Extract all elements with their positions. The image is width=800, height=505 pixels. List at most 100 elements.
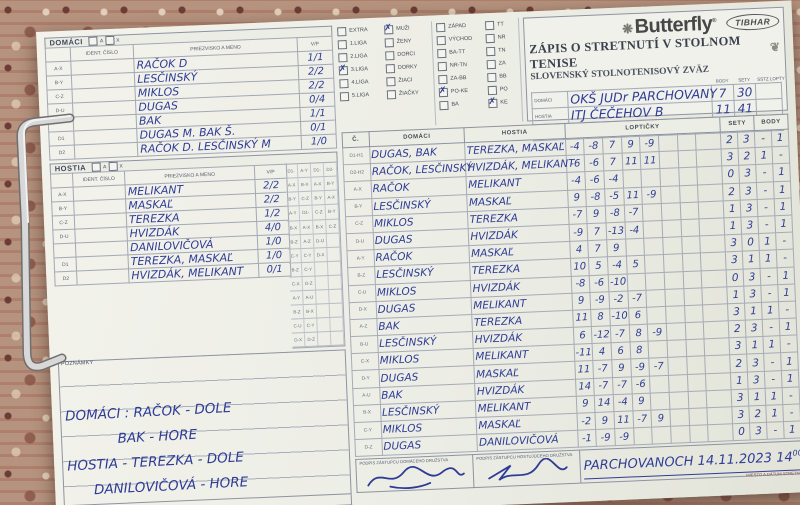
- order-code: C-U: [291, 319, 305, 333]
- set5-score: [642, 203, 662, 222]
- set2-score: -6: [585, 171, 605, 190]
- order-code: A-Z: [300, 234, 315, 248]
- sets-away: 2: [749, 405, 767, 424]
- spare-cell: [706, 389, 733, 408]
- set3-score: 6: [610, 342, 631, 361]
- points-home: -: [756, 181, 775, 200]
- order-code: [317, 332, 332, 346]
- order-code: B-Y: [324, 176, 338, 191]
- set5-score: [644, 254, 665, 273]
- order-code: [327, 261, 342, 275]
- set6-score: [659, 150, 679, 169]
- home-captain-signature: [367, 466, 465, 490]
- order-code: C-X: [289, 276, 304, 291]
- sets-away: 3: [743, 267, 761, 286]
- set4-score: 9: [631, 392, 652, 411]
- away-player-winloss: 1/0: [257, 234, 290, 250]
- notes-area: POZNÁMKY DOMÁCI : RAČOK - DOLE BAK - HOR…: [57, 349, 352, 505]
- district-checkbox-row: BB: [487, 70, 517, 83]
- district-checkbox-row: ✗ KE: [488, 96, 518, 109]
- set3-score: -4: [613, 393, 633, 412]
- order-code: [328, 275, 343, 289]
- set1-score: 10: [570, 257, 590, 276]
- check-mark: ✗: [383, 22, 392, 33]
- set7-score: [682, 253, 702, 272]
- region-label: BA: [451, 101, 459, 108]
- order-code: A-Y: [290, 291, 304, 305]
- set2-score: -8: [583, 136, 604, 155]
- set4-score: -7: [623, 204, 644, 223]
- set6-score: [663, 253, 683, 272]
- district-label: ZA: [498, 60, 506, 67]
- home-letter-a-checkbox: [88, 36, 99, 46]
- sets-home: 2: [728, 320, 747, 339]
- points-away: 1: [779, 318, 797, 336]
- home-player-code: B-Y: [46, 75, 72, 91]
- region-checkbox-row: NR-TN: [437, 58, 484, 72]
- set7-score: [687, 373, 707, 392]
- points-away: -: [775, 232, 794, 251]
- spare-cell: [700, 252, 727, 271]
- home-player-winloss: 0/1: [300, 120, 337, 136]
- set4-score: 5: [626, 255, 646, 274]
- order-code: C-Y: [301, 262, 316, 276]
- set2-score: -8: [585, 188, 606, 207]
- set3-score: 9: [611, 359, 632, 378]
- match-code: C-U: [348, 284, 376, 303]
- points-home: 1: [765, 404, 784, 423]
- sets-home: 1: [730, 371, 749, 390]
- sets-home: 0: [726, 268, 744, 287]
- sets-away: 3: [741, 216, 759, 235]
- sets-away: 3: [745, 319, 764, 338]
- region-checkbox-row: VÝCHOD: [436, 32, 482, 46]
- sets-away: 3: [739, 182, 758, 200]
- butterfly-logo-text: Butterfly: [634, 12, 713, 38]
- spare-cell: [704, 338, 730, 357]
- spare-cell: [702, 286, 728, 305]
- set3-score: 11: [613, 410, 634, 429]
- district-checkbox: [487, 85, 498, 95]
- points-home: -: [760, 267, 778, 286]
- points-home: -: [754, 129, 773, 148]
- region-label: ZÁPAD: [448, 23, 467, 30]
- spare-cell: [699, 217, 725, 237]
- away-player-winloss: 0/1: [258, 262, 291, 278]
- away-roster-vp-header: V/P: [254, 164, 287, 180]
- points-home: -: [757, 198, 775, 217]
- region-checkbox: ✗: [439, 85, 449, 97]
- set6-score: [669, 391, 689, 410]
- set4-score: 6: [628, 307, 648, 326]
- district-checkbox-column: TT NR TN: [484, 18, 519, 123]
- set6-score: [665, 305, 685, 324]
- order-code: B-Z: [288, 262, 303, 277]
- match-code: D-Z: [354, 438, 383, 457]
- home-player-winloss: 1/0: [301, 134, 337, 150]
- order-code: D-U: [313, 233, 328, 248]
- set3-score: -7: [612, 376, 632, 395]
- league-checkbox-column: EXTRA 1.LIGA 2.LIGA: [337, 24, 385, 130]
- away-signature-cell: PODPIS ZÁSTUPCU HOSTUJÚCEHO DRUŽSTVA: [472, 450, 581, 489]
- home-player-winloss: 2/2: [298, 78, 335, 94]
- points-home: -: [760, 284, 779, 303]
- order-code: D1-H1: [310, 163, 325, 177]
- set7-score: [684, 304, 704, 323]
- away-team-sets: 41: [734, 99, 757, 117]
- set3-score: -9: [614, 428, 634, 447]
- sets-home: 1: [724, 217, 742, 235]
- home-player-code: C-Z: [46, 89, 73, 105]
- match-results-table: Č. DOMÁCI HOSTIA LOPTIČKY SETY BODY D1-H…: [341, 114, 800, 458]
- district-checkbox-row: TT: [484, 18, 515, 31]
- sets-home: 0: [722, 165, 740, 184]
- match-code: A-X: [344, 181, 372, 200]
- set1-score: 14: [575, 378, 595, 397]
- set6-score: [666, 322, 686, 341]
- match-code: C-Z: [345, 215, 373, 234]
- order-code: [329, 289, 343, 304]
- match-code: B-Z: [347, 266, 376, 286]
- order-code: C-Y: [288, 248, 302, 263]
- district-label: NR: [497, 34, 506, 41]
- set7-score: [687, 390, 708, 409]
- order-code: B-X: [303, 304, 318, 319]
- order-code: [317, 318, 331, 332]
